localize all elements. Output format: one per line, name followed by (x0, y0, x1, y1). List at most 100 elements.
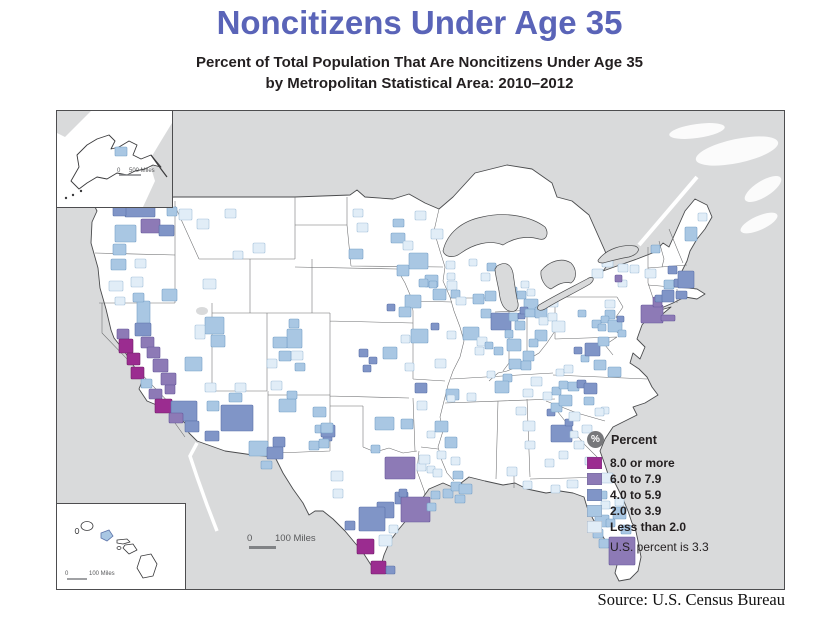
msa-patch (434, 358, 447, 369)
msa-patch (220, 404, 254, 432)
msa-patch (550, 484, 561, 494)
gulf-of-california (188, 442, 219, 532)
msa-patch (398, 488, 408, 498)
msa-patch (455, 296, 467, 306)
lake-erie (537, 277, 594, 311)
msa-patch (474, 346, 485, 356)
legend-row: 2.0 to 3.9 (587, 503, 737, 518)
honolulu-msa-patch (100, 529, 114, 542)
msa-patch (356, 538, 375, 555)
msa-patch (605, 518, 616, 528)
msa-patch (528, 338, 539, 348)
msa-patch (446, 394, 456, 403)
msa-patch (600, 315, 610, 324)
page-title: Noncitizens Under Age 35 (216, 4, 623, 41)
legend-swatch (587, 520, 602, 533)
msa-patch (136, 300, 151, 326)
msa-patch (644, 268, 657, 279)
msa-patch (675, 290, 688, 300)
msa-patch (130, 276, 144, 288)
aleutian-island (71, 193, 75, 197)
msa-patch (388, 524, 399, 534)
msa-patch (591, 268, 604, 279)
lake-huron (540, 259, 576, 290)
hawaii-scale-label: 100 Miles (89, 571, 115, 577)
msa-patch (584, 342, 601, 357)
msa-patch (594, 407, 605, 417)
msa-patch (110, 258, 127, 271)
msa-patch (118, 338, 134, 354)
msa-patch (677, 270, 695, 289)
msa-patch (522, 388, 534, 398)
msa-patch (332, 488, 344, 499)
msa-patch (430, 490, 441, 500)
legend-row: 6.0 to 7.9 (587, 471, 737, 486)
lanai-island (116, 546, 122, 550)
hawaii-inset: 0 100 Miles (56, 503, 186, 590)
msa-patch (378, 534, 393, 547)
msa-patch (266, 446, 284, 460)
msa-patch (386, 303, 396, 312)
alaska-scale-label: 500 Miles (129, 168, 155, 174)
msa-patch (593, 359, 607, 371)
legend-label: 6.0 to 7.9 (610, 471, 662, 486)
msa-patch (486, 370, 496, 379)
msa-patch (442, 488, 454, 499)
niihau-island (74, 527, 80, 534)
msa-patch (194, 324, 206, 340)
msa-patch (400, 334, 411, 344)
msa-patch (318, 438, 330, 449)
msa-patch (294, 362, 306, 372)
msa-patch (506, 338, 522, 352)
msa-patch (112, 243, 127, 256)
msa-patch (370, 560, 387, 575)
msa-patch (140, 336, 155, 349)
msa-patch (430, 322, 440, 331)
msa-patch (358, 506, 386, 532)
msa-patch (468, 258, 478, 267)
msa-patch (410, 328, 429, 344)
msa-patch (522, 350, 535, 362)
msa-patch (444, 436, 458, 449)
msa-patch (234, 382, 247, 393)
msa-patch (566, 479, 579, 489)
msa-patch (278, 350, 292, 362)
map-frame: 0 500 Miles 0 100 Miles (56, 110, 785, 590)
msa-patch (204, 430, 220, 442)
msa-patch (486, 262, 497, 272)
page-subtitle: Percent of Total Population That Are Non… (0, 52, 839, 94)
msa-patch (206, 400, 220, 412)
msa-patch (640, 304, 664, 324)
legend-swatch (587, 472, 602, 485)
great-salt-lake (196, 307, 208, 315)
anchorage-msa-patch (114, 146, 128, 157)
msa-patch (697, 212, 708, 222)
msa-patch (436, 450, 447, 460)
lake-superior (442, 214, 548, 257)
msa-patch (569, 430, 579, 439)
scale-zero: 0 (247, 533, 253, 544)
msa-patch (308, 440, 320, 451)
source-attribution: Source: U.S. Census Bureau (597, 590, 785, 609)
msa-patch (573, 440, 585, 450)
msa-patch (508, 358, 522, 370)
msa-patch (445, 260, 456, 270)
siberia-land (57, 111, 91, 137)
msa-patch (617, 329, 627, 338)
msa-patch (390, 232, 406, 244)
msa-patch (514, 320, 526, 331)
msa-patch (524, 308, 536, 318)
msa-patch (472, 293, 485, 305)
msa-patch (568, 411, 581, 422)
msa-patch (196, 218, 210, 230)
legend-label: Less than 2.0 (610, 519, 687, 534)
st-lawrence-river (637, 175, 699, 247)
msa-patch (116, 328, 130, 340)
msa-patch (515, 406, 527, 416)
alaska-outline (70, 134, 162, 190)
msa-patch (462, 326, 480, 341)
msa-patch (428, 280, 438, 289)
msa-patch (290, 350, 304, 361)
msa-patch (400, 418, 414, 430)
